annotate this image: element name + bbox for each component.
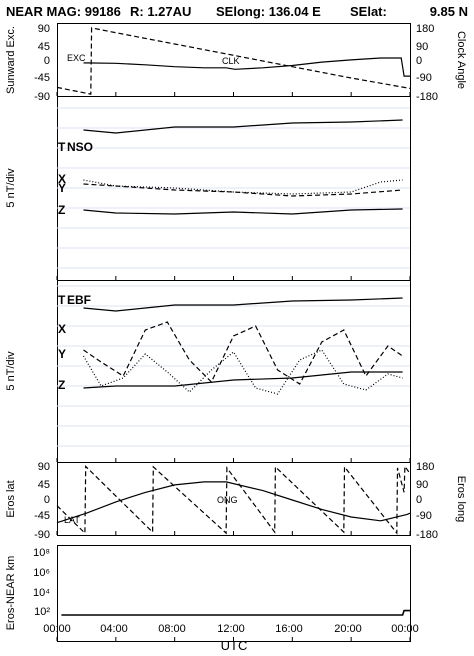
tick-label: -90: [34, 529, 50, 541]
tick-label: 0: [44, 494, 50, 506]
tick-label: 0: [416, 494, 422, 506]
nso-legend-x: X: [58, 172, 66, 186]
tick-label: 10²: [34, 606, 50, 618]
nso-series-x: [83, 179, 403, 195]
ebf-legend-ebf: EBF: [67, 293, 91, 307]
tick-label: -90: [416, 510, 432, 522]
tick-label: 0: [44, 55, 50, 67]
tick-label: 90: [416, 479, 428, 491]
x-tick-label: 08:00: [158, 623, 186, 635]
series-layer: [56, 27, 411, 641]
panel-frames: [57, 23, 411, 642]
nso-series-y: [83, 183, 403, 197]
nso-series-t: [83, 119, 403, 134]
clk-annotation: CLK: [222, 56, 240, 66]
tick-label: -45: [34, 510, 50, 522]
tick-label: 10⁴: [33, 587, 50, 599]
ebf-ylabel: 5 nT/div: [5, 351, 17, 391]
ebf-legend-z: Z: [58, 378, 65, 392]
exc-annotation: EXC: [67, 53, 86, 63]
angles-left-ticks: 90 45 0 -45 -90: [34, 23, 50, 103]
ebf-legend-t: T: [58, 293, 66, 307]
tick-label: -180: [416, 529, 438, 541]
tick-label: 10⁸: [33, 547, 50, 559]
header-selat-value: 9.85 N: [430, 4, 468, 19]
angles-series-clk: [56, 27, 411, 95]
ebf-legend-y: Y: [58, 347, 66, 361]
angles-right-ylabel: Clock Angle: [455, 31, 467, 89]
tick-label: 0: [416, 55, 422, 67]
ebf-series-y: [82, 349, 403, 395]
distance-ticks: 10⁸ 10⁶ 10⁴ 10²: [33, 547, 50, 618]
header-selat: SElat:: [350, 4, 387, 19]
ebf-series-t: [83, 297, 403, 312]
header-title: NEAR MAG: 99186: [6, 4, 121, 19]
ong-annotation: ONG: [217, 495, 238, 505]
nso-legend-nso: NSO: [67, 140, 93, 154]
ebf-series-x: [83, 321, 403, 385]
tick-label: 180: [416, 23, 434, 35]
x-axis: 00:00 04:00 08:00 12:00 16:00 20:00 00:0…: [43, 623, 419, 653]
distance-ylabel: Eros-NEAR km: [5, 556, 17, 631]
x-tick-label: 04:00: [100, 623, 128, 635]
tick-label: 90: [38, 23, 50, 35]
tick-label: 90: [416, 41, 428, 53]
distance-panel-frame: [57, 545, 411, 642]
nso-legend-z: Z: [58, 203, 65, 217]
panel-gridlines: [57, 107, 410, 447]
ebf-legend-x: X: [58, 322, 66, 336]
distance-series-distance: [61, 609, 410, 616]
x-tick-label: 16:00: [275, 623, 303, 635]
x-tick-label: 20:00: [334, 623, 362, 635]
angles-left-ylabel: Sunward Exc.: [5, 26, 17, 94]
x-tick-label: 00:00: [43, 623, 71, 635]
nso-legend-t: T: [58, 140, 66, 154]
x-tick-label: 00:00: [391, 623, 419, 635]
tick-label: 180: [416, 461, 434, 473]
nso-legend-y: Y: [58, 181, 66, 195]
header-distance: R: 1.27AU: [130, 4, 191, 19]
tick-label: 10⁶: [33, 567, 50, 579]
angles-series-exc: [83, 57, 410, 77]
tick-label: -180: [416, 91, 438, 103]
x-tick-label: 12:00: [217, 623, 245, 635]
tick-label: 90: [38, 461, 50, 473]
tick-label: 45: [38, 41, 50, 53]
eros-panel-frame: [57, 462, 411, 536]
nso-series-z: [83, 208, 403, 215]
eros-right-ylabel: Eros long: [455, 476, 467, 522]
eros-left-ticks: 90 45 0 -45 -90: [34, 461, 50, 541]
ebf-series-z: [83, 371, 403, 389]
eros-series-ong: [56, 464, 411, 535]
x-axis-label: UTC: [221, 638, 248, 653]
eros-left-ylabel: Eros lat: [5, 480, 17, 517]
tick-label: -45: [34, 72, 50, 84]
header-selong: SElong: 136.04 E: [216, 4, 321, 19]
tick-label: -90: [34, 91, 50, 103]
tick-label: 45: [38, 479, 50, 491]
nso-ylabel: 5 nT/div: [5, 168, 17, 208]
eros-right-ticks: 180 90 0 -90 -180: [416, 461, 438, 541]
angles-right-ticks: 180 90 0 -90 -180: [416, 23, 438, 103]
tick-label: -90: [416, 72, 432, 84]
